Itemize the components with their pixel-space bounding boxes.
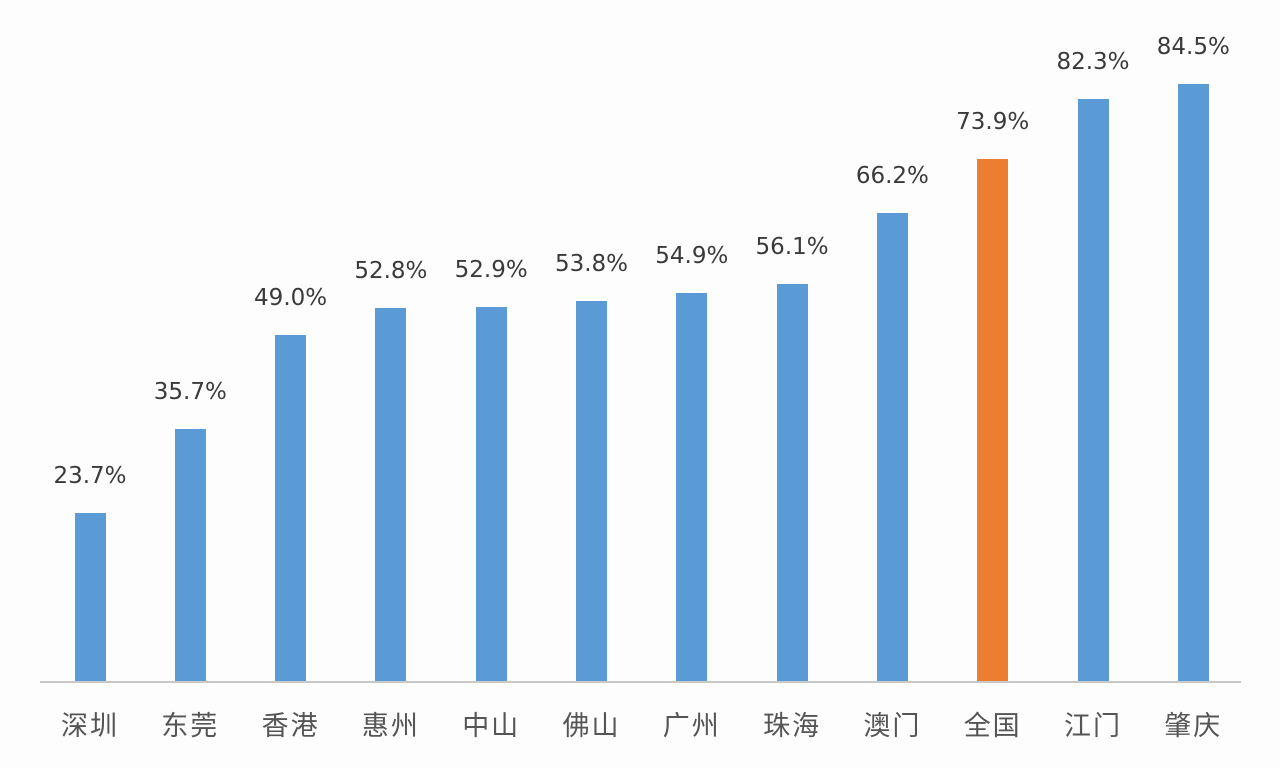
- x-tick-label: 深圳: [61, 711, 119, 742]
- x-tick-label: 惠州: [361, 711, 420, 742]
- data-label: 52.8%: [354, 257, 428, 284]
- data-label: 52.9%: [454, 256, 528, 283]
- bar-highlight: [977, 158, 1009, 681]
- x-tick-label: 肇庆: [1164, 711, 1223, 742]
- data-label: 66.2%: [855, 162, 929, 189]
- bar-series: [1177, 83, 1209, 681]
- data-label: 35.7%: [153, 378, 227, 405]
- data-label: 54.9%: [655, 242, 729, 269]
- bar-series: [776, 284, 808, 681]
- bar-series: [475, 306, 507, 681]
- data-label: 82.3%: [1056, 49, 1130, 76]
- x-tick-label: 香港: [261, 711, 320, 742]
- x-tick-label: 澳门: [863, 711, 922, 742]
- bar-series: [275, 334, 307, 681]
- x-axis-line: [40, 681, 1241, 683]
- data-label: 49.0%: [254, 284, 328, 311]
- x-tick-label: 佛山: [562, 711, 621, 742]
- bar-series: [576, 300, 607, 681]
- data-label: 73.9%: [956, 108, 1030, 135]
- data-label: 53.8%: [554, 250, 629, 277]
- bar-series: [174, 428, 206, 681]
- x-tick-label: 中山: [462, 711, 521, 742]
- x-tick-label: 广州: [662, 711, 721, 742]
- x-tick-label: 东莞: [161, 711, 220, 742]
- data-label: 56.1%: [755, 234, 829, 261]
- x-tick-label: 珠海: [763, 711, 822, 742]
- x-tick-label: 江门: [1064, 711, 1122, 742]
- data-label: 84.5%: [1156, 33, 1230, 60]
- bar-series: [676, 292, 708, 681]
- bar-series: [375, 307, 407, 681]
- data-label: 23.7%: [53, 463, 127, 490]
- bar-series: [1077, 99, 1109, 681]
- x-tick-label: 全国: [963, 711, 1022, 742]
- bar-series: [74, 513, 106, 681]
- bar-series: [876, 212, 908, 681]
